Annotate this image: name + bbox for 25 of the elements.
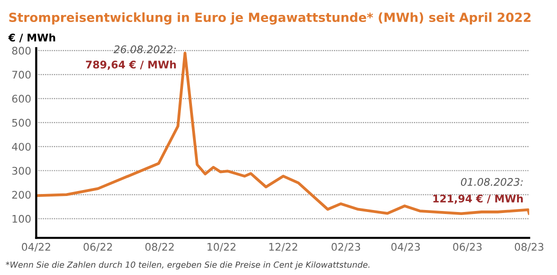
x-tick-label: 04/22: [22, 242, 50, 252]
annotation: 789,64 € / MWh: [86, 60, 176, 70]
line-series: [36, 52, 530, 216]
x-tick-label: 06/23: [453, 242, 482, 252]
y-tick-label: 700: [12, 70, 31, 79]
y-axis-title: € / MWh: [8, 33, 56, 42]
y-tick-label: 400: [12, 142, 31, 151]
chart-title: Strompreisentwicklung in Euro je Megawattstunde* (MWh) seit April 2022: [9, 12, 531, 25]
x-tick-label: 08/23: [514, 242, 544, 252]
annotation: 01.08.2023:: [460, 178, 523, 186]
y-tick-label: 200: [12, 190, 31, 199]
x-tick-label: 04/23: [391, 242, 420, 252]
x-tick-label: 10/22: [208, 242, 236, 252]
annotation: 121,94 € / MWh: [433, 194, 523, 204]
x-tick-label: 06/22: [84, 242, 112, 252]
y-tick-label: 300: [12, 166, 31, 175]
y-tick-label: 500: [12, 118, 31, 127]
text: *Wenn Sie die Zahlen durch 10 teilen, ergeben Sie die Preise in Cent je Kilowattstunde.: [6, 261, 370, 270]
y-tick-label: 600: [12, 94, 31, 103]
y-tick-label: 100: [12, 214, 31, 223]
x-tick-label: 08/22: [145, 242, 174, 252]
x-tick-label: 02/23: [332, 242, 360, 252]
y-tick-label: 800: [12, 46, 31, 55]
x-tick-label: 12/22: [269, 242, 298, 252]
annotation: 26.08.2022:: [114, 45, 176, 54]
